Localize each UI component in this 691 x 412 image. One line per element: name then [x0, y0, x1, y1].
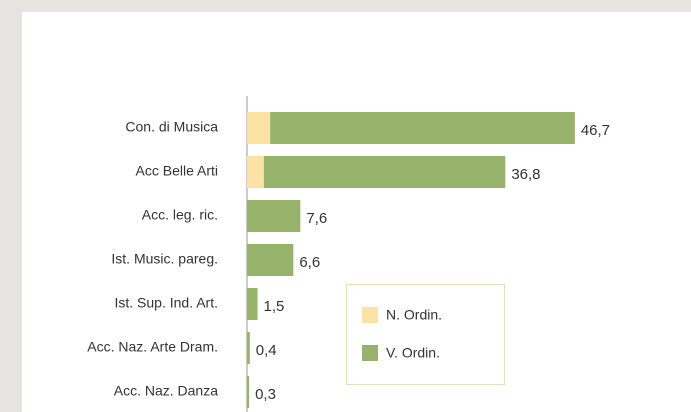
bar-total-label: 7,6 [306, 210, 327, 227]
bar-segment [247, 332, 250, 364]
y-tick-label: Ist. Music. pareg. [111, 251, 218, 267]
legend-swatch [362, 345, 378, 361]
legend-label: N. Ordin. [386, 307, 442, 323]
left-band [0, 0, 22, 412]
bar-total-label: 0,4 [256, 342, 277, 359]
legend-label: V. Ordin. [386, 345, 440, 361]
legend-swatch [362, 307, 378, 323]
bar-total-label: 6,6 [299, 254, 320, 271]
bar-segment [247, 200, 301, 232]
y-tick-label: Acc. Naz. Danza [114, 383, 218, 399]
y-tick-label: Con. di Musica [125, 119, 218, 135]
y-tick-label: Acc Belle Arti [136, 163, 218, 179]
bar-segment [247, 376, 250, 408]
y-tick-label: Ist. Sup. Ind. Art. [115, 295, 219, 311]
bar-segment [270, 112, 575, 144]
legend-box [346, 284, 505, 385]
bar-segment [247, 156, 264, 188]
top-band [0, 0, 691, 12]
bar-segment [263, 156, 506, 188]
bar-total-label: 46,7 [581, 122, 610, 139]
y-tick-label: Acc. Naz. Arte Dram. [87, 339, 218, 355]
bar-total-label: 1,5 [264, 298, 285, 315]
bar-segment [247, 244, 294, 276]
bar-segment [247, 112, 271, 144]
y-tick-label: Acc. leg. ric. [142, 207, 218, 223]
bar-segment [247, 288, 258, 320]
bar-total-label: 36,8 [511, 166, 540, 183]
bar-total-label: 0,3 [255, 386, 276, 403]
